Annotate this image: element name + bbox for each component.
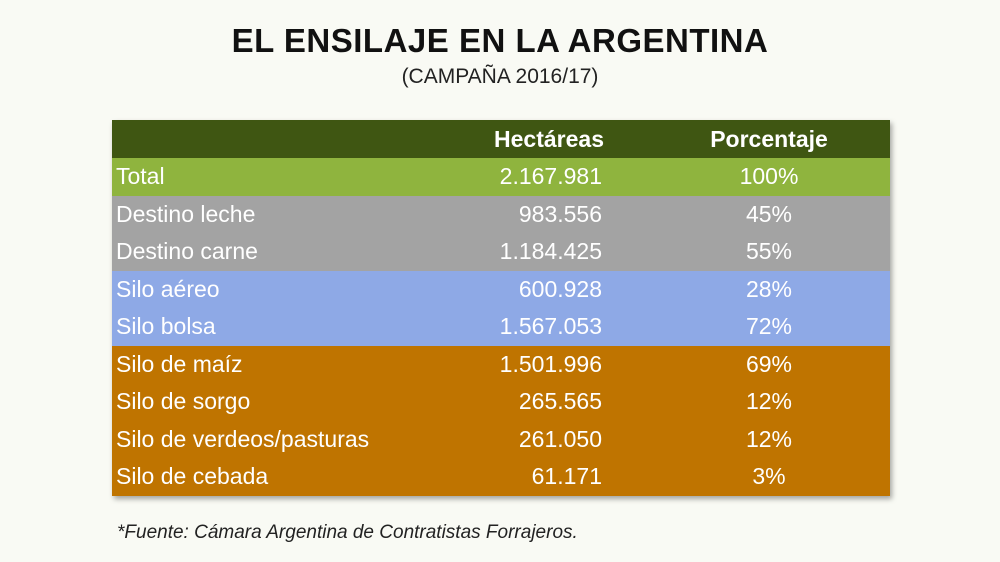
- row-porcentaje: 12%: [745, 388, 793, 414]
- row-label: Silo aéreo: [116, 275, 220, 302]
- row-label: Silo de sorgo: [116, 388, 251, 414]
- row-porcentaje: 45%: [745, 200, 793, 227]
- row-porcentaje: 12%: [745, 425, 793, 452]
- row-label: Silo de cebada: [116, 463, 269, 489]
- row-hectareas: 1.567.053: [499, 313, 602, 339]
- row-hectareas: 1.501.996: [499, 350, 602, 377]
- table-row-destino-carne: Destino carne 1.184.425 55%: [112, 233, 890, 271]
- row-hectareas: 1.184.425: [499, 238, 602, 264]
- row-porcentaje: 100%: [739, 163, 799, 189]
- table-row-silo-maiz: Silo de maíz 1.501.996 69%: [112, 345, 890, 383]
- source-note: *Fuente: Cámara Argentina de Contratista…: [117, 522, 578, 543]
- page-subtitle: (CAMPAÑA 2016/17): [401, 65, 599, 88]
- table-row-total: Total 2.167.981 100%: [112, 158, 890, 196]
- table-row-silo-sorgo: Silo de sorgo 265.565 12%: [112, 383, 890, 421]
- row-label: Destino carne: [116, 238, 258, 264]
- row-porcentaje: 69%: [745, 350, 793, 377]
- header-hectareas: Hectáreas: [494, 126, 604, 152]
- table-header-row: Hectáreas Porcentaje: [112, 120, 890, 158]
- table-row-silo-aereo: Silo aéreo 600.928 28%: [112, 270, 890, 308]
- table-row-silo-cebada: Silo de cebada 61.171 3%: [112, 458, 890, 496]
- row-porcentaje: 72%: [745, 313, 793, 339]
- row-porcentaje: 55%: [745, 238, 793, 264]
- row-hectareas: 600.928: [518, 275, 602, 302]
- row-label: Silo de maíz: [116, 350, 243, 377]
- silage-table: Hectáreas Porcentaje Total 2.167.981 100…: [112, 120, 890, 496]
- row-hectareas: 983.556: [518, 200, 602, 227]
- row-hectareas: 61.171: [531, 463, 602, 489]
- row-porcentaje: 28%: [745, 275, 793, 302]
- header-porcentaje: Porcentaje: [710, 126, 828, 152]
- page-title: EL ENSILAJE EN LA ARGENTINA: [231, 22, 769, 59]
- row-porcentaje: 3%: [752, 463, 786, 489]
- table-row-silo-verdeos: Silo de verdeos/pasturas 261.050 12%: [112, 420, 890, 458]
- row-hectareas: 2.167.981: [499, 163, 602, 189]
- table-row-silo-bolsa: Silo bolsa 1.567.053 72%: [112, 308, 890, 346]
- table-row-destino-leche: Destino leche 983.556 45%: [112, 195, 890, 233]
- row-label: Silo bolsa: [116, 313, 216, 339]
- row-label: Silo de verdeos/pasturas: [116, 425, 370, 452]
- row-hectareas: 261.050: [518, 425, 602, 452]
- row-label: Total: [116, 163, 165, 189]
- row-label: Destino leche: [116, 200, 256, 227]
- row-hectareas: 265.565: [518, 388, 602, 414]
